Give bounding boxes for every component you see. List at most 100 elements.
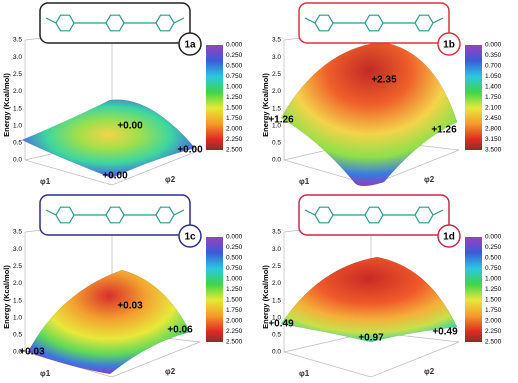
- colorbar-tick-label: 1.750: [226, 115, 243, 122]
- z-tick-label: 3.5: [13, 229, 22, 236]
- colorbar-tick-label: 0.250: [226, 52, 243, 59]
- y-axis-label: φ2: [165, 367, 176, 376]
- colorbar-tick-label: 2.500: [226, 339, 243, 346]
- bonds: [304, 17, 444, 24]
- z-axis-label: Energy (Kcal/mol): [2, 73, 11, 137]
- x-axis-label: φ1: [299, 177, 310, 186]
- z-tick-label: 3.5: [13, 37, 22, 44]
- energy-annotation: +0.49: [432, 327, 458, 338]
- panel-label-badge: [437, 32, 461, 56]
- molecule-box: [39, 2, 191, 44]
- colorbar-tick-label: 0.350: [485, 52, 502, 59]
- colorbar-tick-label: 0.000: [226, 234, 243, 241]
- x-axis-label: φ1: [40, 369, 51, 378]
- energy-annotation: +0.00: [117, 121, 143, 132]
- panel-label: 1c: [184, 232, 196, 243]
- molecule-box: [298, 194, 450, 236]
- colorbar-tick-label: 0.750: [226, 265, 243, 272]
- colorbar-tick-label: 2.000: [226, 318, 243, 325]
- colorbar-tick-label: 0.000: [485, 42, 502, 49]
- bonds: [45, 209, 185, 216]
- energy-surface: [280, 256, 458, 343]
- panel-label-badge: [178, 224, 202, 248]
- panel-label: 1d: [443, 232, 455, 243]
- energy-annotation: +1.26: [431, 125, 457, 136]
- colorbar-tick-label: 1.250: [226, 286, 243, 293]
- colorbar-tick-label: 2.000: [485, 318, 502, 325]
- colorbar-tick-label: 1.250: [226, 94, 243, 101]
- z-tick-label: 0.0: [13, 157, 22, 164]
- colorbar-tick-label: 0.500: [226, 255, 243, 262]
- colorbar-tick-label: 0.500: [485, 255, 502, 262]
- colorbar-tick-label: 0.750: [485, 265, 502, 272]
- bonds: [304, 209, 444, 216]
- colorbar-tick-label: 2.800: [485, 126, 502, 133]
- z-tick-label: 2.0: [272, 88, 281, 95]
- energy-annotation: +0.00: [177, 145, 203, 156]
- bonds: [45, 17, 185, 24]
- panel: 0.0 0.5 1.0 1.5 2.0 2.5 3.0 3.5 Energy (Kcal/mol…: [2, 2, 243, 186]
- colorbar-tick-label: 2.100: [485, 105, 502, 112]
- colorbar-tick-label: 3.500: [485, 147, 502, 154]
- z-axis-label: Energy (Kcal/mol): [2, 265, 11, 329]
- z-tick-label: 2.0: [272, 280, 281, 287]
- colorbar-tick-label: 1.050: [485, 73, 502, 80]
- panel-label-badge: [178, 32, 202, 56]
- z-tick-label: 3.0: [13, 246, 22, 253]
- energy-annotation: +0.03: [19, 347, 45, 358]
- colorbar-tick-label: 2.500: [485, 339, 502, 346]
- z-tick-label: 0.5: [272, 332, 281, 339]
- panel-label: 1a: [184, 40, 196, 51]
- molecule-box: [298, 2, 450, 44]
- colorbar: [465, 45, 482, 150]
- x-axis-label: φ1: [40, 177, 51, 186]
- colorbar-tick-label: 1.000: [485, 276, 502, 283]
- colorbar-tick-label: 0.250: [485, 244, 502, 251]
- colorbar-tick-label: 2.250: [226, 328, 243, 335]
- colorbar-tick-label: 1.750: [485, 307, 502, 314]
- colorbar-tick-label: 0.500: [226, 63, 243, 70]
- z-tick-label: 3.5: [272, 37, 281, 44]
- colorbar-tick-label: 2.250: [485, 328, 502, 335]
- z-tick-label: 1.0: [272, 122, 281, 129]
- colorbar-tick-label: 1.750: [226, 307, 243, 314]
- colorbar-tick-label: 0.750: [226, 73, 243, 80]
- z-tick-label: 1.0: [272, 314, 281, 321]
- colorbar-tick-label: 0.250: [226, 244, 243, 251]
- colorbar-tick-label: 1.000: [226, 84, 243, 91]
- colorbar: [465, 237, 482, 342]
- colorbar-tick-label: 3.150: [485, 136, 502, 143]
- z-tick-label: 0.5: [13, 140, 22, 147]
- panel-label-badge: [437, 224, 461, 248]
- z-tick-label: 2.0: [13, 280, 22, 287]
- z-tick-label: 0.5: [272, 140, 281, 147]
- z-tick-label: 1.0: [13, 314, 22, 321]
- z-tick-label: 1.5: [13, 105, 22, 112]
- colorbar-tick-label: 1.750: [485, 94, 502, 101]
- colorbar-tick-label: 2.000: [226, 126, 243, 133]
- panel: 0.0 0.5 1.0 1.5 2.0 2.5 3.0 3.5 Energy (Kcal/mol…: [2, 194, 243, 378]
- colorbar: [206, 45, 223, 150]
- energy-annotation: +1.26: [268, 115, 294, 126]
- molecule-sketch: [304, 206, 444, 224]
- z-tick-label: 1.5: [272, 297, 281, 304]
- colorbar-tick-label: 1.400: [485, 84, 502, 91]
- z-tick-label: 3.0: [272, 54, 281, 61]
- energy-surface: [21, 99, 196, 179]
- energy-annotation: +2.35: [371, 75, 397, 86]
- z-tick-label: 3.5: [272, 229, 281, 236]
- z-tick-label: 0.5: [13, 332, 22, 339]
- z-tick-label: 0.0: [13, 349, 22, 356]
- colorbar-tick-label: 2.450: [485, 115, 502, 122]
- z-tick-label: 2.5: [272, 71, 281, 78]
- colorbar-tick-label: 0.000: [226, 42, 243, 49]
- energy-annotation: +0.06: [167, 325, 193, 336]
- molecule-sketch: [304, 14, 444, 32]
- z-axis-label: Energy (Kcal/mol): [261, 265, 270, 329]
- panel: 0.0 0.5 1.0 1.5 2.0 2.5 3.0 3.5 Energy (Kcal/mol…: [261, 194, 502, 378]
- x-axis-label: φ1: [299, 369, 310, 378]
- z-tick-label: 0.0: [272, 349, 281, 356]
- colorbar-tick-label: 2.500: [226, 147, 243, 154]
- colorbar: [206, 237, 223, 342]
